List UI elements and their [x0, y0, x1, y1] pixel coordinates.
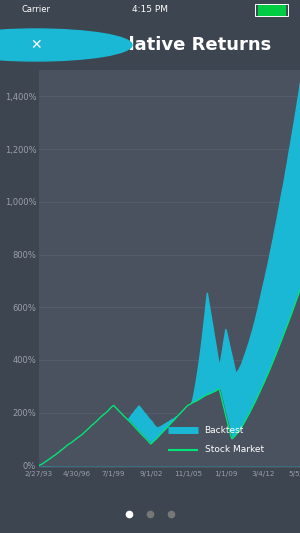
Text: Backtest: Backtest: [205, 425, 244, 434]
Bar: [258, 5, 285, 15]
Circle shape: [0, 29, 132, 61]
Text: Stock Market: Stock Market: [205, 446, 264, 455]
Text: ✕: ✕: [30, 38, 42, 52]
Text: Carrier: Carrier: [21, 5, 50, 14]
Text: 4:15 PM: 4:15 PM: [132, 5, 168, 14]
Bar: [255, 4, 288, 16]
Text: Cumulative Returns: Cumulative Returns: [71, 36, 271, 54]
